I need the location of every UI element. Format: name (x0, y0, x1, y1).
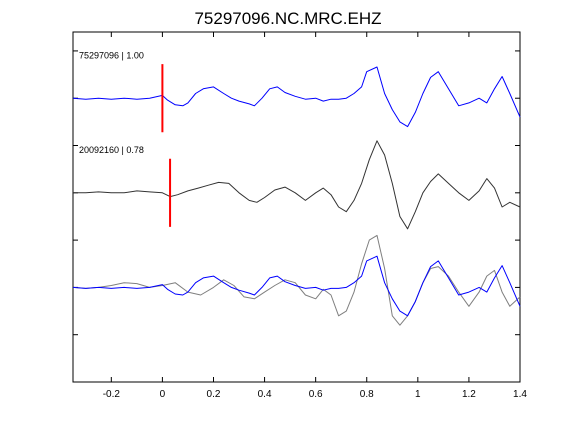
trace-panels: 75297096 | 1.00 20092160 | 0.78 (72, 50, 521, 326)
x-tick-label: 0.4 (258, 389, 272, 400)
chart-title: 75297096.NC.MRC.EHZ (194, 9, 381, 28)
y-axis (73, 50, 520, 336)
waveform-line (72, 255, 521, 317)
x-tick-label: 0.8 (360, 389, 374, 400)
x-tick-label: 0.6 (309, 389, 323, 400)
trace-label: 20092160 | 0.78 (79, 145, 144, 155)
trace-panel: 20092160 | 0.78 (73, 140, 521, 230)
x-tick-label: 0.2 (207, 389, 221, 400)
x-tick-label: 1.2 (462, 389, 476, 400)
waveform-line (72, 234, 521, 326)
trace-label: 75297096 | 1.00 (79, 50, 144, 60)
trace-panel (72, 234, 521, 326)
x-tick-label: -0.2 (103, 389, 121, 400)
x-tick-label: 0 (160, 389, 166, 400)
x-tick-label: 1.4 (513, 389, 527, 400)
plot-area-frame (72, 31, 521, 383)
x-axis: -0.2 0 0.2 0.4 0.6 0.8 1 1.2 1.4 (103, 32, 527, 400)
x-tick-label: 1 (415, 389, 421, 400)
trace-panel: 75297096 | 1.00 (72, 50, 521, 133)
waveform-line (72, 66, 521, 128)
